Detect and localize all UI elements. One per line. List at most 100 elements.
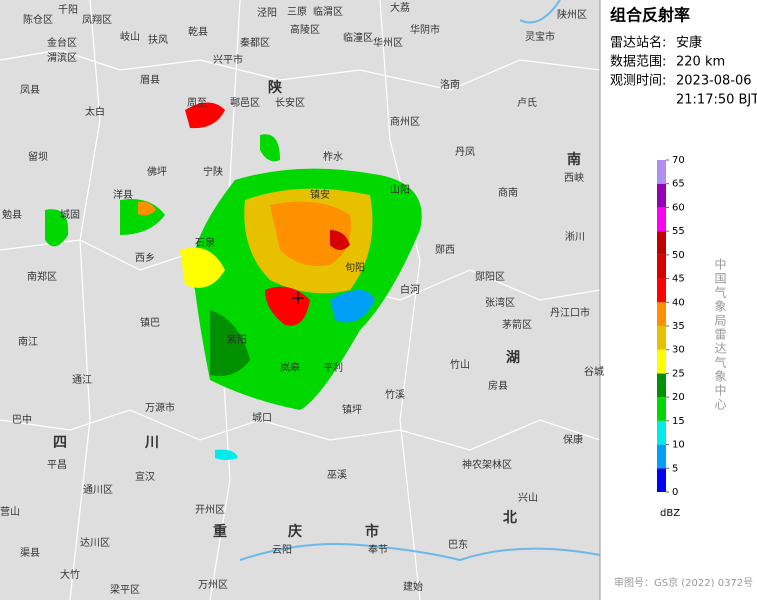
place-label: 勉县 [2,208,22,221]
info-value: 2023-08-06 [676,74,752,89]
place-label: 临潼区 [343,31,373,44]
river [239,543,601,562]
place-label: 巴中 [12,413,32,426]
info-label: 雷达站名: [610,35,666,51]
place-label: 旬阳 [345,261,365,274]
region-label: 南 [567,151,581,168]
place-label: 大荔 [390,1,410,14]
radar-echo [45,102,422,460]
legend-tick-label: 70 [672,155,685,166]
legend-unit: dBZ [660,508,680,519]
info-value: 安康 [676,35,702,51]
color-swatch [657,373,666,398]
place-label: 紫阳 [227,334,247,346]
place-label: 平昌 [47,459,67,471]
region-label: 陕 [268,79,282,96]
place-label: 保康 [563,433,583,446]
place-label: 建始 [403,580,423,593]
place-label: 茅箭区 [502,318,532,331]
place-label: 洛南 [440,78,460,91]
place-label: 巫溪 [327,469,347,481]
place-label: 临渭区 [313,5,343,18]
place-label: 营山 [0,505,20,518]
place-label: 长安区 [275,96,305,109]
place-label: 宣汉 [135,470,155,483]
place-label: 谷城 [584,366,604,378]
place-label: 岐山 [120,30,140,43]
color-swatch [657,160,666,184]
place-label: 金台区 [47,36,77,49]
place-label: 镇坪 [342,403,362,416]
place-label: 万源市 [145,401,175,414]
place-label: 鄠邑区 [230,97,260,109]
place-label: 渭滨区 [47,51,77,64]
place-label: 西乡 [135,252,155,264]
color-swatch [657,183,666,208]
place-label: 通江 [72,374,92,386]
place-label: 郧阳区 [475,271,505,283]
color-swatch [657,468,666,492]
place-label: 西峡 [564,171,584,184]
color-swatch [657,420,666,445]
place-label: 兴平市 [213,53,243,66]
place-label: 周至 [187,97,207,109]
place-label: 开州区 [195,504,225,516]
place-label: 奉节 [368,543,388,556]
color-swatch [657,207,666,232]
place-label: 南江 [18,335,38,348]
place-label: 丹江口市 [550,306,590,319]
place-label: 达川区 [80,537,110,549]
legend-tick-label: 50 [672,250,685,261]
place-label: 乾县 [188,25,208,38]
river [519,0,561,24]
place-label: 郧西 [435,244,455,256]
legend-tick-label: 25 [672,368,685,379]
place-label: 华州区 [373,36,403,49]
legend-tick-label: 15 [672,416,685,427]
place-label: 竹山 [450,358,470,371]
place-label: 华阴市 [410,23,440,36]
place-label: 秦都区 [240,36,270,49]
place-label: 太白 [85,105,105,118]
info-label: 观测时间: [610,74,666,89]
legend-tick-label: 55 [672,226,685,237]
region-label: 重 [213,523,227,540]
place-label: 房县 [488,379,508,392]
panel-title: 组合反射率 [610,6,690,25]
place-label: 留坝 [28,150,48,163]
info-panel [600,0,757,600]
region-label: 四 [53,435,67,451]
color-swatch [657,231,666,255]
place-label: 岚皋 [280,361,300,374]
place-label: 张湾区 [485,296,515,309]
approval-number: 审图号：GS京 (2022) 0372号 [614,576,753,589]
color-swatch [657,349,666,374]
place-label: 淅川 [565,231,585,243]
region-label: 庆 [288,523,302,540]
place-label: 镇安 [310,188,330,201]
info-value: 21:17:50 BJT [676,93,757,108]
radar-site [292,292,304,304]
legend-tick-label: 20 [672,392,685,403]
legend-tick-label: 60 [672,202,685,213]
color-swatch [657,254,666,279]
color-swatch [657,278,666,303]
place-label: 大竹 [60,568,80,581]
place-label: 佛坪 [147,165,167,178]
place-label: 巴东 [448,538,468,551]
region-label: 川 [144,435,159,451]
place-label: 眉县 [140,74,160,86]
place-label: 万州区 [198,579,228,591]
place-label: 南郑区 [27,270,57,283]
region-label: 湖 [506,350,520,366]
place-label: 陈仓区 [23,13,53,26]
legend-tick-label: 40 [672,297,685,308]
info-label: 数据范围: [610,55,666,70]
place-label: 镇巴 [140,316,160,329]
color-swatch [657,397,666,421]
place-label: 神农架林区 [462,458,512,471]
place-label: 高陵区 [290,23,320,36]
place-label: 石泉 [195,236,215,249]
place-label: 云阳 [272,544,292,556]
